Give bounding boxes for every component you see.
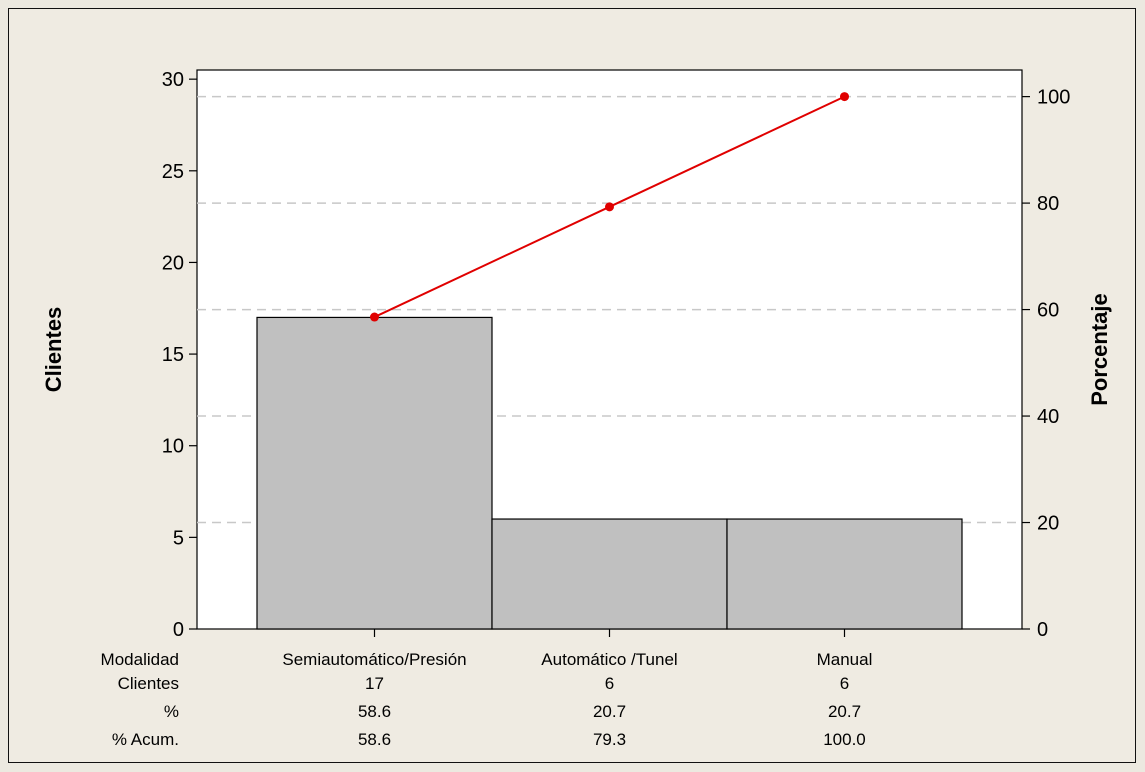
table-cell-2-2: 20.7 xyxy=(828,702,861,721)
y-axis-title: Clientes xyxy=(41,307,66,393)
data-table: Modalidad Clientes% % Acum. Semiautomático/… xyxy=(101,650,873,749)
cumulative-point-1 xyxy=(605,202,614,212)
table-cell-0-1: Automático /Tunel xyxy=(541,650,677,669)
y-tick-label-3: 15 xyxy=(162,344,184,366)
y-tick-label-5: 25 xyxy=(162,161,184,183)
y2-axis-title: Porcentaje xyxy=(1087,293,1112,406)
bars xyxy=(256,316,963,630)
bar-1 xyxy=(491,518,728,630)
y-tick-label-2: 10 xyxy=(162,436,184,458)
table-cell-1-1: 6 xyxy=(605,674,614,693)
table-row-label-3: % Acum. xyxy=(112,730,179,749)
bar-2 xyxy=(726,518,963,630)
pareto-chart: 0 5 10 15 20 25 30 0 20 40 60 80 100 Clientes Porcen… xyxy=(41,69,1112,749)
table-row-label-0: Modalidad xyxy=(101,650,179,669)
table-cell-1-0: 17 xyxy=(365,674,384,693)
y2-tick-label-4: 80 xyxy=(1037,193,1059,215)
table-cell-0-0: Semiautomático/Presión xyxy=(282,650,466,669)
table-cell-1-2: 6 xyxy=(840,674,849,693)
y-tick-label-6: 30 xyxy=(162,69,184,91)
y2-tick-label-1: 20 xyxy=(1037,513,1059,535)
y-tick-label-4: 20 xyxy=(162,252,184,274)
chart-frame: 0 5 10 15 20 25 30 0 20 40 60 80 100 Clientes Porcen… xyxy=(8,8,1136,763)
y2-tick-label-2: 40 xyxy=(1037,406,1059,428)
table-cell-3-1: 79.3 xyxy=(593,730,626,749)
y2-tick-label-5: 100 xyxy=(1037,87,1070,109)
cumulative-point-2 xyxy=(840,92,849,102)
cumulative-line xyxy=(370,92,849,322)
table-cell-2-1: 20.7 xyxy=(593,702,626,721)
table-row-label-1: Clientes xyxy=(118,674,179,693)
y2-tick-label-3: 60 xyxy=(1037,300,1059,322)
table-cell-2-0: 58.6 xyxy=(358,702,391,721)
table-cell-0-2: Manual xyxy=(817,650,873,669)
bar-0 xyxy=(256,316,493,630)
table-row-label-2: % xyxy=(164,702,179,721)
table-cell-3-0: 58.6 xyxy=(358,730,391,749)
y2-tick-label-0: 0 xyxy=(1037,619,1048,641)
y-tick-label-0: 0 xyxy=(173,619,184,641)
cumulative-point-0 xyxy=(370,312,379,322)
table-cell-3-2: 100.0 xyxy=(823,730,866,749)
axes: 0 5 10 15 20 25 30 0 20 40 60 80 100 xyxy=(162,69,1071,641)
y-tick-label-1: 5 xyxy=(173,527,184,549)
